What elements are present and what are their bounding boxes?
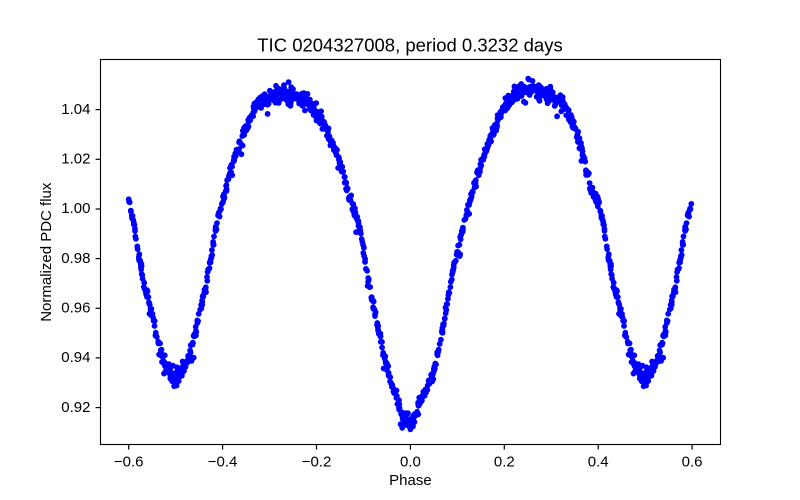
svg-text:0.2: 0.2 [494, 454, 515, 471]
svg-text:−0.6: −0.6 [114, 454, 144, 471]
svg-text:1.02: 1.02 [61, 151, 90, 168]
svg-text:−0.2: −0.2 [302, 454, 332, 471]
svg-text:0.94: 0.94 [61, 349, 90, 366]
svg-text:0.92: 0.92 [61, 399, 90, 416]
svg-text:Normalized PDC flux: Normalized PDC flux [38, 182, 55, 322]
svg-text:0.0: 0.0 [400, 454, 421, 471]
svg-text:0.98: 0.98 [61, 250, 90, 267]
svg-text:0.96: 0.96 [61, 300, 90, 317]
svg-text:0.6: 0.6 [682, 454, 703, 471]
svg-text:0.4: 0.4 [588, 454, 609, 471]
svg-text:Phase: Phase [389, 472, 432, 489]
svg-text:TIC 0204327008, period 0.3232: TIC 0204327008, period 0.3232 days [257, 35, 562, 56]
svg-text:1.00: 1.00 [61, 200, 90, 217]
svg-text:−0.4: −0.4 [208, 454, 238, 471]
svg-text:1.04: 1.04 [61, 101, 90, 118]
